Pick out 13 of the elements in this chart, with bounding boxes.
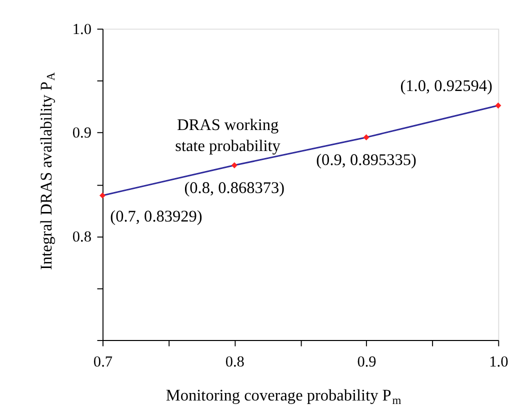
x-tick-label: 0.9 [357, 353, 377, 370]
y-tick-label: 0.8 [72, 228, 92, 246]
x-tick-label: 0.7 [93, 353, 113, 370]
annotation: (1.0, 0.92594) [400, 76, 492, 96]
y-tick-label: 0.9 [72, 124, 92, 142]
x-tick-label: 0.8 [225, 353, 245, 370]
annotation: (0.9, 0.895335) [316, 150, 416, 170]
y-tick-label: 1.0 [72, 20, 92, 38]
x-tick-label: 1.0 [489, 353, 509, 370]
y-axis-title: Integral DRAS availability PA [36, 72, 58, 270]
series-label: DRAS working state probability [175, 114, 282, 155]
annotation: (0.7, 0.83929) [110, 206, 202, 226]
annotation: (0.8, 0.868373) [184, 178, 285, 198]
